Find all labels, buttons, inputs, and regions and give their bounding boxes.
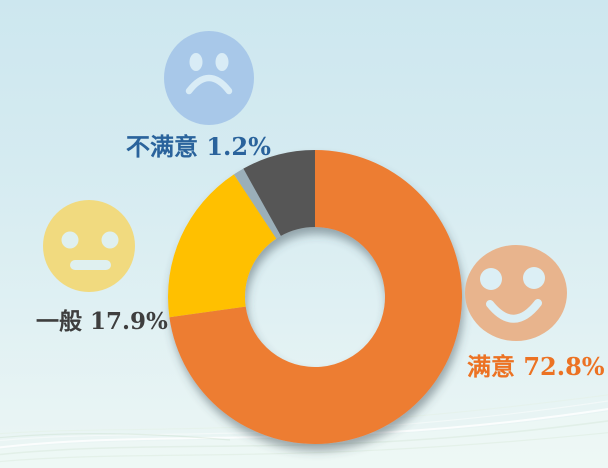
happy-face-icon — [465, 245, 567, 341]
donut-chart — [167, 150, 462, 444]
satisfied-label: 满意 72.8% — [467, 352, 605, 381]
donut-slice-0 — [169, 150, 462, 444]
neutral-face-right-eye — [101, 231, 119, 249]
happy-face-left-eye — [480, 268, 502, 290]
donut-slice-3 — [243, 150, 315, 236]
neutral-face-left-eye — [61, 231, 79, 249]
happy-face-right-eye — [523, 267, 545, 289]
happy-face-smile — [486, 299, 542, 323]
sad-face-left-eye — [189, 53, 203, 71]
sad-face-right-eye — [215, 53, 229, 71]
sad-face-frown — [185, 74, 233, 95]
sad-face-icon — [164, 31, 254, 125]
neutral-face-icon — [43, 200, 135, 292]
neutral-label: 一般 17.9% — [36, 308, 168, 335]
donut-slice-2 — [233, 168, 281, 239]
donut-slice-1 — [167, 174, 277, 318]
dissatisfied-label: 不满意 1.2% — [126, 132, 271, 161]
